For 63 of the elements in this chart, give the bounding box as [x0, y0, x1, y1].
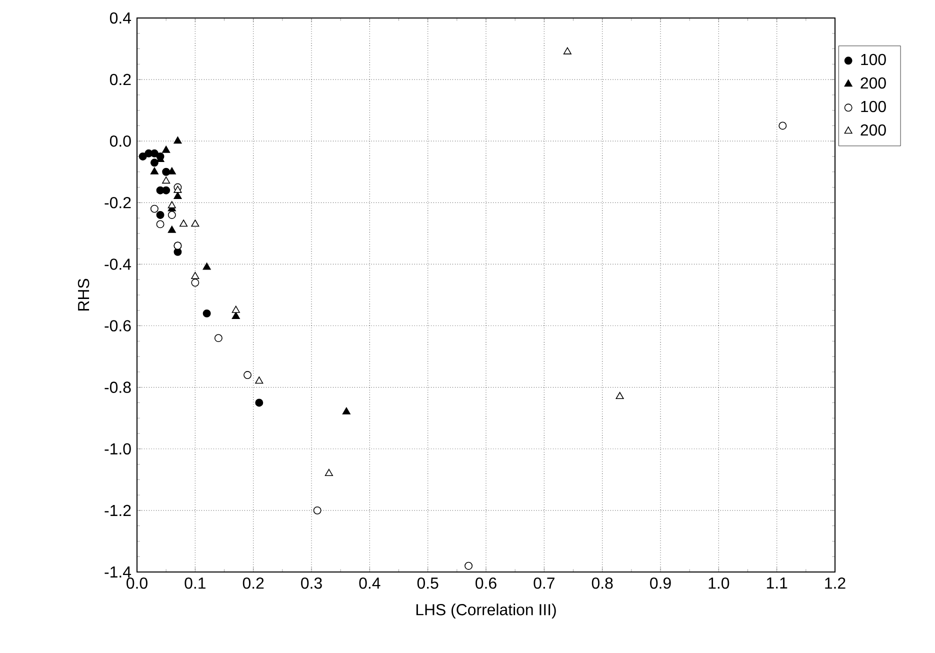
y-tick-label: -0.8 — [104, 382, 131, 393]
y-tick-label: -1.0 — [104, 443, 131, 455]
y-tick-label: -0.2 — [104, 197, 131, 208]
point — [150, 158, 158, 167]
x-axis-title: LHS (Correlation III) — [416, 604, 556, 618]
y-tick-label: -0.4 — [104, 258, 132, 270]
point — [202, 309, 211, 318]
point — [191, 272, 200, 280]
y-tick-label: 0.2 — [110, 74, 131, 86]
x-tick-label: 1.1 — [766, 577, 788, 588]
x-tick-label: 0.3 — [301, 578, 322, 589]
y-axis-title: RHS — [78, 278, 90, 310]
point — [162, 176, 170, 184]
x-tick-label: 0.1 — [184, 578, 206, 589]
point — [174, 136, 182, 144]
y-tick-label: 0.4 — [110, 12, 132, 24]
x-tick-label: 0.6 — [476, 578, 496, 589]
x-tick-label: 0.4 — [359, 578, 380, 589]
point — [168, 210, 176, 219]
point — [156, 210, 164, 219]
y-tick-label: -0.6 — [104, 320, 131, 332]
point — [191, 220, 200, 227]
point — [232, 312, 240, 320]
point — [174, 192, 182, 199]
point — [324, 468, 333, 476]
point — [168, 226, 176, 233]
point — [232, 306, 240, 313]
x-tick-label: 0.5 — [417, 578, 438, 589]
point — [563, 47, 572, 54]
point — [156, 220, 164, 228]
point — [778, 122, 787, 130]
legend-label: 100 — [861, 54, 886, 66]
y-tick-label: -1.2 — [104, 504, 131, 516]
point — [168, 201, 176, 208]
y-tick-label: 0.0 — [110, 135, 131, 147]
point — [255, 398, 264, 407]
point — [342, 407, 350, 414]
legend-label: 200 — [860, 124, 886, 136]
y-tick-label: -1.4 — [104, 566, 132, 578]
point — [191, 278, 200, 287]
point — [162, 146, 170, 153]
legend-label: 200 — [860, 77, 886, 89]
x-tick-label: 0.9 — [650, 578, 671, 589]
point — [616, 392, 624, 400]
point — [202, 262, 211, 270]
point — [214, 334, 222, 342]
x-tick-label: 0.7 — [534, 578, 554, 589]
point — [255, 376, 264, 384]
point — [162, 186, 170, 194]
point — [464, 562, 473, 570]
x-tick-label: 0.2 — [242, 578, 264, 589]
x-tick-label: 1.0 — [708, 578, 730, 589]
x-tick-label: 0.0 — [126, 578, 148, 589]
point — [150, 167, 158, 174]
point — [244, 371, 252, 379]
point — [150, 204, 158, 213]
legend-label: 100 — [861, 100, 886, 112]
x-tick-label: 0.8 — [592, 578, 613, 589]
point — [138, 152, 147, 160]
point — [174, 186, 182, 193]
x-tick-label: 1.2 — [825, 578, 846, 589]
point — [180, 220, 188, 227]
point — [313, 506, 322, 514]
